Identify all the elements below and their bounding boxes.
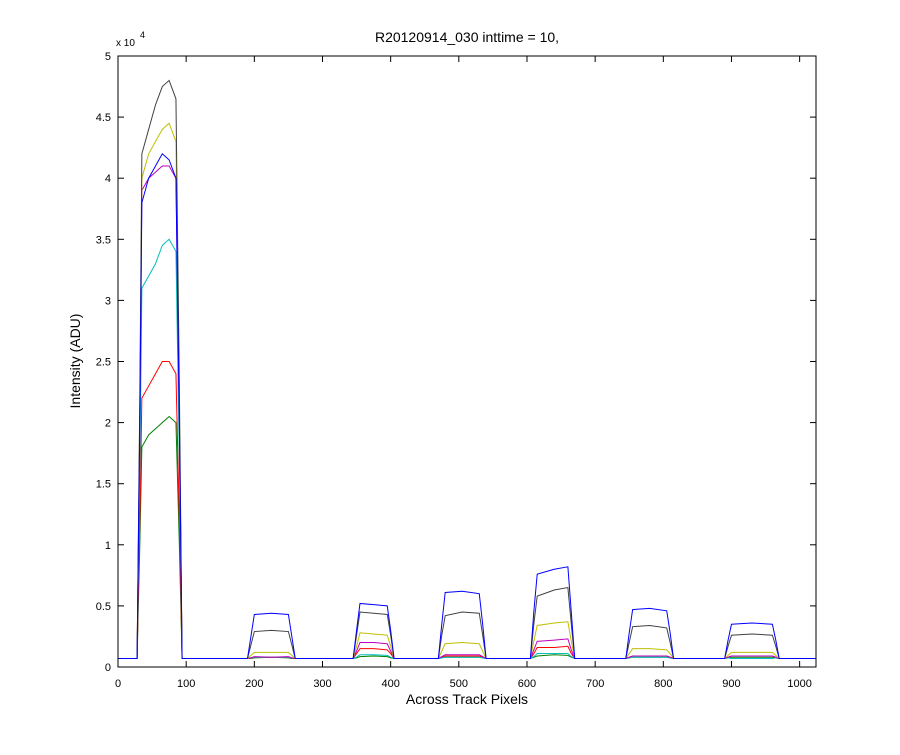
x-tick-label: 900 (722, 678, 740, 690)
x-tick-label: 800 (654, 678, 672, 690)
x-tick-label: 300 (313, 678, 331, 690)
y-tick-label: 3 (105, 295, 111, 307)
y-tick-label: 5 (105, 51, 111, 63)
data-line (118, 152, 816, 659)
y-tick-label: 1.5 (96, 479, 111, 491)
data-line (118, 79, 816, 659)
x-tick-label: 0 (115, 678, 121, 690)
y-tick-label: 2 (105, 418, 111, 430)
x-tick-label: 500 (450, 678, 468, 690)
x-tick-label: 200 (245, 678, 263, 690)
y-tick-label: 0 (105, 662, 111, 674)
x-tick-label: 100 (177, 678, 195, 690)
y-tick-label: 3.5 (96, 234, 111, 246)
chart-title: R20120914_030 inttime = 10, (375, 29, 559, 45)
y-tick-label: 1 (105, 540, 111, 552)
plot-area (118, 56, 816, 667)
y-exponent: 4 (140, 30, 145, 40)
x-tick-label: 400 (381, 678, 399, 690)
y-axis-label: Intensity (ADU) (67, 314, 83, 409)
y-tick-label: 4.5 (96, 112, 111, 124)
x-tick-label: 600 (518, 678, 536, 690)
y-tick-label: 0.5 (96, 601, 111, 613)
x-axis-label: Across Track Pixels (406, 691, 528, 707)
y-tick-label: 4 (105, 173, 111, 185)
x-tick-label: 1000 (787, 678, 811, 690)
x-tick-label: 700 (586, 678, 604, 690)
y-exponent-base: x 10 (116, 38, 135, 49)
y-tick-label: 2.5 (96, 357, 111, 369)
